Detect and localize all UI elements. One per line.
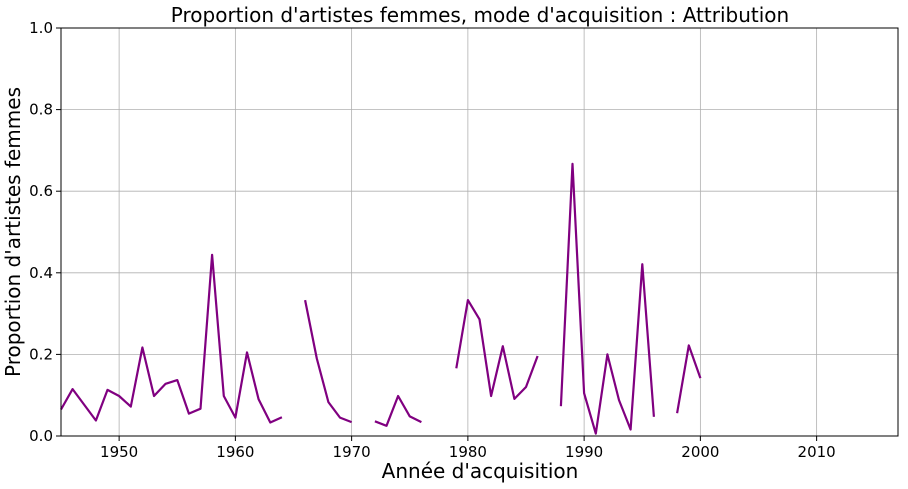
series-line-segment bbox=[455, 299, 539, 400]
series-line-segment bbox=[559, 162, 655, 435]
series-group bbox=[60, 162, 702, 435]
y-tick-label: 0.2 bbox=[29, 345, 53, 363]
x-tick-label: 1980 bbox=[449, 443, 487, 461]
x-tick-label: 1990 bbox=[565, 443, 603, 461]
y-tick-label: 1.0 bbox=[29, 19, 53, 37]
series-line-segment bbox=[374, 394, 422, 427]
x-tick-label: 1950 bbox=[100, 443, 138, 461]
x-axis-label: Année d'acquisition bbox=[382, 459, 579, 483]
x-tick-label: 2010 bbox=[798, 443, 836, 461]
gridlines bbox=[61, 27, 898, 437]
y-axis-ticks: 0.0 0.2 0.4 0.6 0.8 1.0 bbox=[29, 19, 61, 445]
x-tick-label: 1970 bbox=[333, 443, 371, 461]
x-tick-label: 2000 bbox=[681, 443, 719, 461]
y-axis-label: Proportion d'artistes femmes bbox=[1, 87, 25, 377]
x-axis-ticks: 1950 1960 1970 1980 1990 2000 2010 bbox=[100, 436, 836, 461]
series-line-segment bbox=[304, 299, 352, 424]
plot-frame bbox=[60, 27, 899, 437]
chart-title: Proportion d'artistes femmes, mode d'acq… bbox=[171, 3, 789, 27]
y-tick-label: 0.8 bbox=[29, 101, 53, 119]
series-line-segment bbox=[676, 344, 702, 414]
series-line-segment bbox=[60, 253, 283, 424]
x-tick-label: 1960 bbox=[216, 443, 254, 461]
y-tick-label: 0.6 bbox=[29, 182, 53, 200]
y-tick-label: 0.0 bbox=[29, 427, 53, 445]
y-tick-label: 0.4 bbox=[29, 264, 53, 282]
